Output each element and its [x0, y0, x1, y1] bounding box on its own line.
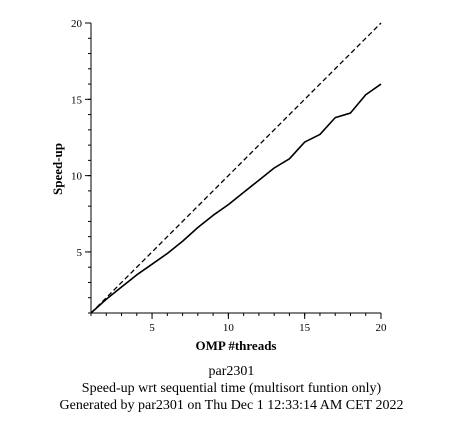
- y-tick-label: 10: [71, 171, 83, 183]
- caption-subtitle: Speed-up wrt sequential time (multisort …: [81, 381, 382, 396]
- x-tick-label: 5: [149, 322, 155, 334]
- ideal-speedup-line: [90, 22, 382, 314]
- caption-title: par2301: [208, 364, 255, 379]
- x-tick-label: 20: [376, 322, 388, 334]
- y-tick-label: 20: [71, 18, 83, 30]
- x-tick-label: 10: [223, 322, 235, 334]
- x-axis-label: OMP #threads: [195, 338, 276, 353]
- x-tick-label: 15: [299, 322, 311, 334]
- measured-speedup-line: [90, 83, 382, 314]
- axes: 5 10 15 20 5 10 15 20: [71, 18, 387, 334]
- caption-generated: Generated by par2301 on Thu Dec 1 12:33:…: [59, 398, 404, 413]
- y-tick-label: 15: [71, 94, 83, 106]
- y-axis-label: Speed-up: [50, 143, 65, 195]
- series-layer: [90, 22, 382, 314]
- y-tick-label: 5: [77, 247, 83, 259]
